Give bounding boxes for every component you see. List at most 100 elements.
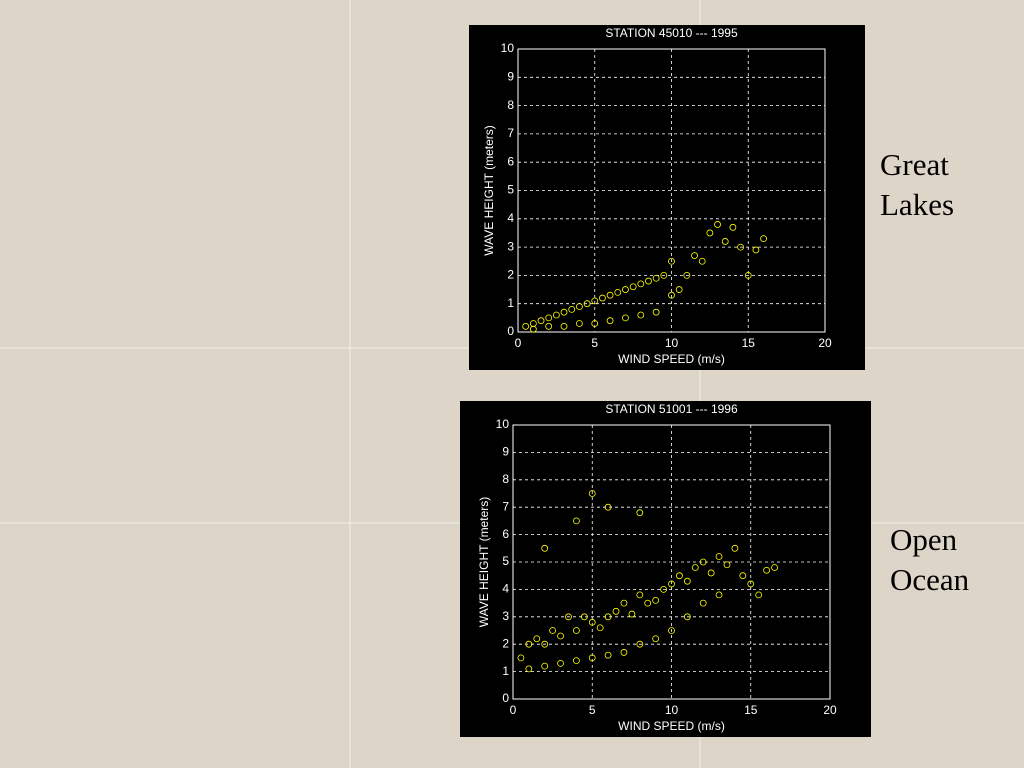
point — [771, 564, 778, 571]
point — [739, 572, 747, 580]
point — [652, 308, 660, 316]
point — [560, 308, 568, 316]
point — [622, 286, 629, 293]
x-axis-label: WIND SPEED (m/s) — [618, 352, 725, 366]
point — [529, 325, 537, 333]
point — [652, 274, 660, 282]
point — [714, 221, 721, 228]
chart-background — [469, 25, 865, 370]
x-tick-label: 15 — [742, 336, 756, 350]
point — [707, 569, 715, 577]
point — [668, 580, 675, 588]
point — [525, 665, 533, 673]
point — [698, 257, 706, 265]
point — [628, 610, 636, 618]
point — [645, 277, 652, 285]
point — [606, 317, 614, 325]
y-tick-label: 9 — [502, 445, 509, 459]
point — [522, 322, 530, 330]
point — [729, 223, 737, 231]
point — [660, 586, 667, 593]
point — [691, 564, 699, 571]
point — [591, 320, 599, 327]
x-tick-label: 20 — [823, 703, 837, 717]
y-tick-label: 1 — [507, 296, 514, 310]
y-tick-label: 8 — [502, 472, 509, 486]
point — [576, 303, 583, 310]
point — [573, 517, 580, 525]
point — [604, 651, 612, 659]
point — [541, 662, 549, 670]
point — [629, 283, 637, 291]
point — [636, 640, 644, 648]
y-tick-label: 2 — [507, 268, 514, 282]
point — [552, 311, 560, 319]
y-axis-label: WAVE HEIGHT (meters) — [482, 125, 496, 255]
point — [588, 618, 596, 626]
point — [747, 580, 755, 588]
point — [715, 553, 723, 560]
y-tick-label: 0 — [507, 324, 514, 338]
point — [541, 640, 549, 648]
y-tick-label: 3 — [502, 609, 509, 623]
point — [533, 635, 541, 643]
point — [557, 659, 564, 667]
x-tick-label: 15 — [744, 703, 758, 717]
y-axis-label: WAVE HEIGHT (meters) — [477, 497, 491, 627]
y-tick-label: 4 — [502, 582, 509, 596]
point — [637, 280, 645, 288]
point — [606, 291, 614, 299]
y-tick-label: 5 — [502, 554, 509, 568]
point — [596, 624, 604, 632]
point — [668, 627, 675, 634]
point — [560, 322, 568, 330]
point — [636, 591, 644, 599]
point — [545, 314, 553, 322]
point — [723, 561, 731, 569]
point — [588, 654, 596, 662]
point — [652, 596, 660, 604]
x-tick-label: 10 — [665, 336, 679, 350]
point — [537, 317, 545, 325]
point — [573, 627, 580, 634]
point — [541, 544, 549, 552]
y-tick-label: 10 — [501, 41, 515, 55]
point — [721, 238, 729, 245]
point — [675, 286, 683, 293]
point — [614, 288, 622, 296]
point — [549, 627, 557, 634]
x-tick-label: 20 — [818, 336, 832, 350]
point — [591, 297, 599, 305]
point — [731, 544, 739, 552]
point — [691, 252, 698, 259]
point — [576, 320, 583, 327]
point — [737, 243, 744, 251]
point — [568, 305, 576, 313]
point — [676, 572, 683, 580]
point — [545, 322, 553, 330]
y-tick-label: 7 — [502, 499, 509, 513]
point — [699, 599, 707, 607]
y-tick-label: 4 — [507, 211, 514, 225]
y-tick-label: 1 — [502, 664, 509, 678]
point — [599, 294, 606, 302]
point — [620, 649, 628, 656]
caption: Open Ocean — [890, 522, 970, 597]
point — [525, 640, 533, 648]
x-tick-label: 0 — [515, 336, 522, 350]
point — [612, 607, 620, 615]
point — [668, 257, 675, 265]
caption: Great Lakes — [880, 147, 955, 222]
point — [573, 657, 580, 665]
point — [715, 591, 723, 599]
point — [652, 635, 660, 643]
point — [744, 271, 752, 279]
point — [636, 509, 644, 517]
point — [699, 558, 707, 566]
x-tick-label: 5 — [589, 703, 596, 717]
point — [683, 613, 691, 621]
x-axis-label: WIND SPEED (m/s) — [618, 719, 725, 733]
point — [620, 599, 628, 607]
y-tick-label: 0 — [502, 691, 509, 705]
